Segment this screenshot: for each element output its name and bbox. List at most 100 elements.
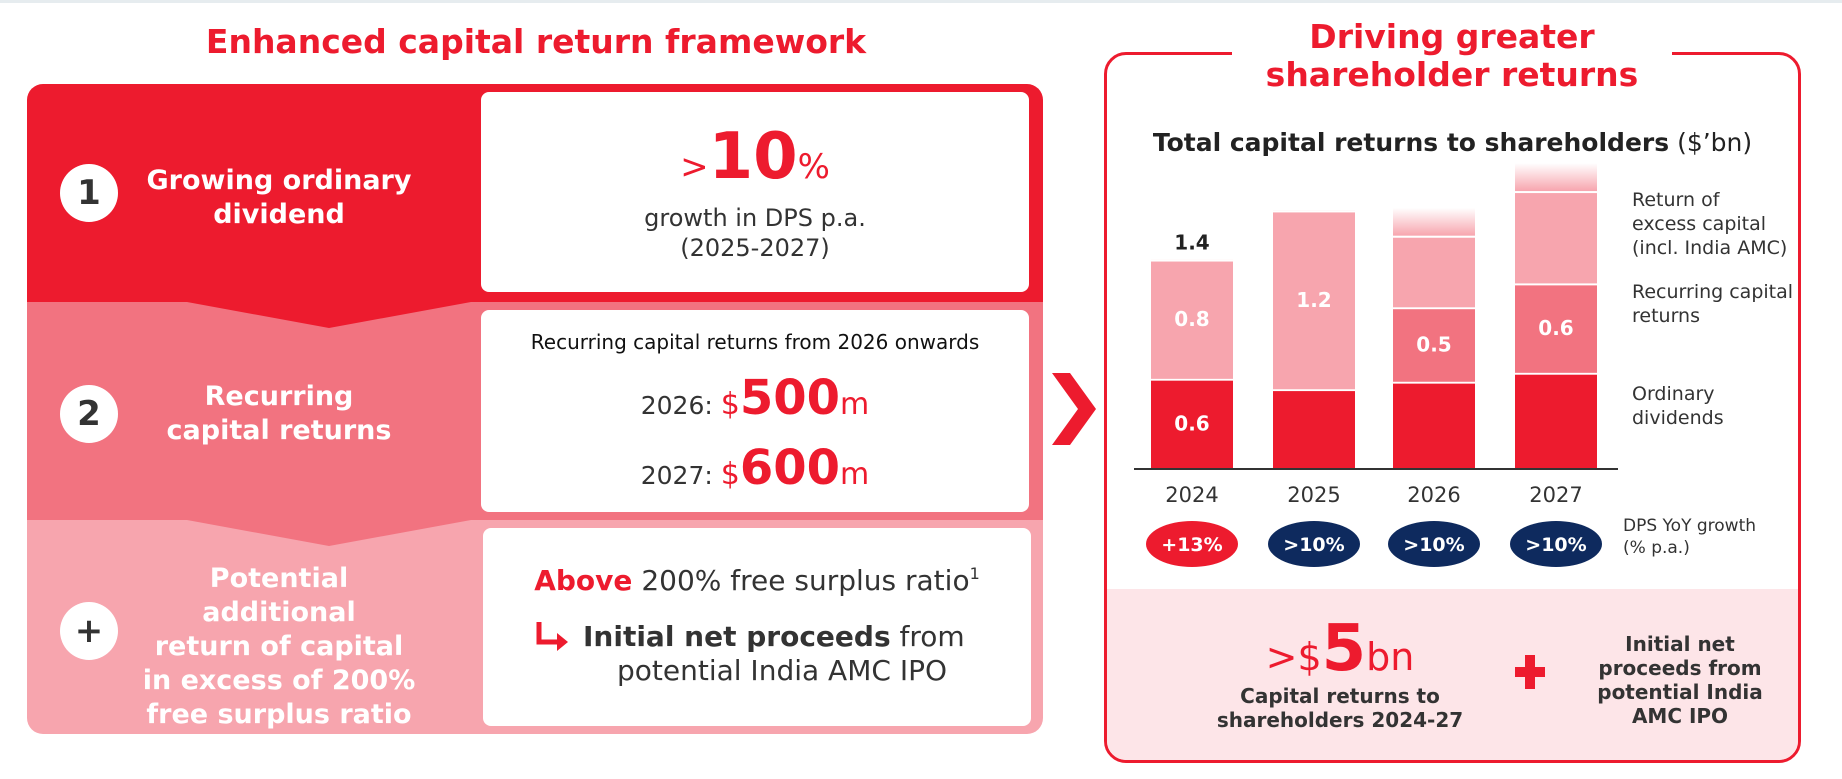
legend-label: (incl. India AMC) (1632, 237, 1787, 259)
bar-separator (1515, 283, 1597, 286)
data-label: 0.6 (1538, 316, 1573, 340)
step-label-2: Recurring capital returns (139, 380, 419, 448)
note-line: potential India (1597, 680, 1763, 704)
bar-separator (1515, 372, 1597, 375)
title-gap (1232, 44, 1672, 60)
proceeds-bold: Initial net proceeds (583, 620, 891, 653)
step-label-3: Potential additional return of capital i… (139, 562, 419, 732)
dps-growth-axis-label: (% p.a.) (1623, 538, 1690, 558)
data-label: 1.2 (1296, 288, 1331, 312)
row-currency: $ (720, 387, 740, 422)
bar-separator (1393, 235, 1475, 238)
step-label-1: Growing ordinary dividend (139, 164, 419, 232)
plus-icon (1515, 655, 1545, 689)
dps-growth-label: +13% (1161, 534, 1222, 556)
data-label: 0.8 (1174, 307, 1209, 331)
bar-fade (1393, 207, 1475, 236)
above-label: Above (534, 564, 633, 597)
x-tick-label: 2024 (1165, 483, 1218, 507)
dps-growth-pill (1146, 521, 1238, 567)
bar-separator (1273, 210, 1355, 213)
dps-growth-pill (1510, 521, 1602, 567)
legend-label: Ordinary (1632, 383, 1715, 405)
total-value: 5 (1321, 612, 1367, 686)
chart-title: Total capital returns to shareholders ($… (1104, 128, 1801, 157)
step-label-3-line: free surplus ratio (146, 699, 412, 730)
caption-line: Capital returns to (1240, 684, 1440, 708)
bar-segment (1273, 389, 1355, 468)
dps-growth-axis-label: DPS YoY growth (1623, 516, 1756, 536)
x-tick-label: 2026 (1407, 483, 1460, 507)
dps-growth-label: >10% (1525, 534, 1586, 556)
row-year: 2026: (640, 391, 721, 420)
dps-growth-headline: >10% (481, 120, 1029, 194)
dps-growth-label: >10% (1283, 534, 1344, 556)
step-label-1-line: Growing ordinary (146, 165, 412, 196)
bar-fade (1515, 163, 1597, 192)
dps-growth-period: (2025-2027) (680, 234, 830, 262)
bar-segment (1151, 378, 1233, 468)
bar-segment (1515, 372, 1597, 468)
legend-label: Return of (1632, 189, 1721, 211)
dps-growth-pill (1388, 521, 1480, 567)
total-returns-headline: >$5bn (1220, 612, 1460, 686)
chart-title-text: Total capital returns to shareholders (1152, 128, 1670, 157)
framework-panel: 1 Growing ordinary dividend 2 Recurring … (27, 84, 1043, 734)
chevron-right-icon (1052, 373, 1096, 445)
bar-separator (1273, 389, 1355, 392)
step-label-2-line: capital returns (166, 415, 392, 446)
row-unit: m (840, 387, 870, 422)
capital-returns-chart: 0.6 0.8 1.4 2024 +13% 1.2 2025 >10% 0.5 2026 >10% 0… (1134, 163, 1793, 567)
bar-segment (1273, 210, 1355, 390)
row-year: 2027: (640, 461, 721, 490)
legend-label: returns (1632, 305, 1700, 327)
additional-return-card: Above 200% free surplus ratio1 Initial n… (483, 528, 1031, 726)
dps-growth-unit: % (797, 147, 830, 187)
total-prefix: >$ (1265, 635, 1322, 679)
left-section-title: Enhanced capital return framework (205, 22, 867, 61)
dps-growth-caption: growth in DPS p.a. (644, 204, 866, 232)
footnote-marker: 1 (969, 564, 980, 583)
bar-segment (1515, 191, 1597, 284)
bar-separator (1151, 259, 1233, 262)
step-label-3-line: return of capital (154, 631, 404, 662)
step-label-3-line: Potential additional (202, 563, 356, 628)
india-amc-proceeds-note: Initial net proceeds from potential Indi… (1580, 632, 1780, 728)
right-title-line: Driving greater (1309, 17, 1595, 56)
shareholder-returns-box (1104, 52, 1801, 763)
chart-unit: ($’bn) (1677, 128, 1753, 157)
step-badge-1: 1 (60, 164, 118, 222)
legend-label: excess capital (1632, 213, 1766, 235)
bar-separator (1393, 307, 1475, 310)
note-line: proceeds from (1598, 656, 1762, 680)
total-unit: bn (1366, 635, 1415, 679)
step-badge-plus: + (60, 602, 118, 660)
top-rule (0, 0, 1842, 3)
free-surplus-line: Above 200% free surplus ratio1 (483, 564, 1031, 597)
row-value: 600 (739, 440, 841, 496)
recurring-2026-row: 2026: $500m (481, 370, 1029, 426)
x-tick-label: 2027 (1529, 483, 1582, 507)
note-line: Initial net (1625, 632, 1735, 656)
row-currency: $ (720, 457, 740, 492)
bar-segment (1393, 381, 1475, 468)
turn-right-arrow-icon (536, 622, 568, 651)
data-label: 0.6 (1174, 411, 1209, 435)
total-label: 1.4 (1174, 231, 1209, 255)
row-value: 500 (739, 370, 841, 426)
recurring-returns-card: Recurring capital returns from 2026 onwa… (481, 310, 1029, 512)
dps-growth-prefix: > (680, 147, 709, 187)
recurring-2027-row: 2027: $600m (481, 440, 1029, 496)
step-badge-2: 2 (60, 385, 118, 443)
recurring-returns-heading: Recurring capital returns from 2026 onwa… (530, 330, 980, 354)
x-tick-label: 2025 (1287, 483, 1340, 507)
legend-label: Recurring capital (1632, 281, 1793, 303)
caption-line: shareholders 2024-27 (1216, 708, 1464, 732)
step-label-2-line: Recurring (204, 381, 354, 412)
proceeds-line: Initial net proceeds from (583, 620, 965, 653)
bar-separator (1515, 191, 1597, 194)
row-unit: m (840, 457, 870, 492)
legend-label: dividends (1632, 407, 1724, 429)
dps-growth-card: >10% growth in DPS p.a. (2025-2027) (481, 92, 1029, 292)
bar-segment (1515, 283, 1597, 373)
